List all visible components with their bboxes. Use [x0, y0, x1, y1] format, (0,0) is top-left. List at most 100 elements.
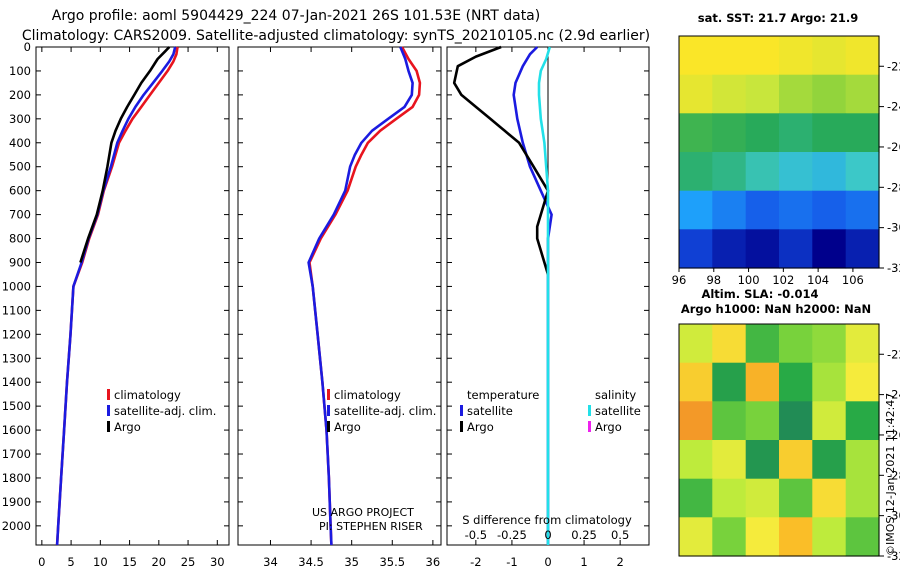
heatmap-cell — [812, 478, 847, 518]
heatmap-cell — [679, 517, 713, 557]
depth-tick-label: 500 — [9, 160, 31, 174]
heatmap-cell — [679, 152, 713, 192]
x-tick-label: 10 — [93, 555, 108, 569]
legend-temp-satellite-swatch — [460, 405, 463, 416]
legend-temp-argo-swatch — [460, 421, 463, 432]
depth-tick-label: 800 — [9, 232, 31, 246]
heatmap-cell — [812, 190, 847, 230]
heatmap-cell — [712, 362, 747, 402]
heatmap-cell — [712, 401, 747, 441]
temperature-panel: 0100200300400500600700800900100011001200… — [2, 40, 230, 569]
depth-tick-label: 1700 — [2, 447, 31, 461]
x-tick-label: 5 — [67, 555, 74, 569]
sst-map: -22 -24 -26 -28 -30 -32 96 98 100 102 104 106 — [672, 35, 900, 287]
x-tick-label: 25 — [181, 555, 196, 569]
lon-tick-label: 106 — [842, 273, 864, 287]
heatmap-cell — [845, 478, 880, 518]
lat-tick-label: -32 — [887, 261, 900, 275]
legend-temp-satellite-label: satellite — [467, 404, 513, 418]
lon-tick-label: 96 — [672, 273, 687, 287]
salinity-panel: 34 34.5 35 35.5 36 — [237, 46, 442, 569]
series-line-climatology — [55, 46, 179, 546]
heatmap-cell — [812, 229, 847, 269]
heatmap-cell — [712, 36, 747, 76]
legend-argo-swatch — [327, 421, 330, 432]
heatmap-cell — [812, 36, 847, 76]
x-tick-label: 1 — [580, 555, 587, 569]
depth-tick-label: 400 — [9, 136, 31, 150]
heatmap-cell — [845, 229, 880, 269]
x-tick-label: 0 — [544, 555, 551, 569]
series-line-temperature-satellite — [512, 46, 553, 545]
heatmap-cell — [679, 36, 713, 76]
heatmap-cell — [679, 190, 713, 230]
legend-sal-argo-label: Argo — [595, 420, 622, 434]
heatmap-cell — [745, 478, 780, 518]
heatmap-cell — [679, 229, 713, 269]
heatmap-cell — [812, 440, 847, 480]
legend-temp-argo-label: Argo — [467, 420, 494, 434]
figure-title-line2: Climatology: CARS2009. Satellite-adjuste… — [22, 28, 650, 44]
salinity-diff-tick-label: 0.5 — [611, 528, 629, 542]
depth-tick-label: 1400 — [2, 375, 31, 389]
lat-tick-label: -24 — [887, 100, 900, 114]
heatmap-cell — [845, 517, 880, 557]
heatmap-cell — [779, 478, 813, 518]
lon-tick-label: 98 — [706, 273, 721, 287]
x-tick-label: 35.5 — [379, 555, 405, 569]
heatmap-cell — [679, 74, 713, 114]
depth-tick-label: 1000 — [2, 279, 31, 293]
sst-map-title: sat. SST: 21.7 Argo: 21.9 — [698, 11, 858, 25]
legend-salinity-header: salinity — [595, 388, 636, 402]
heatmap-cell — [779, 74, 813, 114]
depth-tick-label: 0 — [24, 40, 31, 54]
heatmap-cell — [845, 362, 880, 402]
legend-climatology-label: climatology — [334, 388, 401, 402]
sla-map: -22 -24 -26 -28 -30 -32 — [678, 323, 900, 563]
depth-tick-label: 1300 — [2, 351, 31, 365]
series-line-satellite-adj-clim — [307, 46, 414, 546]
x-tick-label: -2 — [470, 555, 481, 569]
heatmap-cell — [679, 113, 713, 153]
imos-credit: ©IMOS 12-Jan-2021 11:42:47 — [884, 393, 897, 556]
lon-tick-label: 102 — [772, 273, 794, 287]
heatmap-cell — [779, 113, 813, 153]
heatmap-cell — [812, 362, 847, 402]
heatmap-cell — [712, 440, 747, 480]
heatmap-cell — [712, 517, 747, 557]
heatmap-cell — [745, 190, 780, 230]
salinity-difference-ticks: -0.5 -0.25 0 0.25 0.5 — [465, 528, 630, 542]
heatmap-cell — [745, 362, 780, 402]
depth-tick-label: 1200 — [2, 327, 31, 341]
x-tick-label: 20 — [151, 555, 166, 569]
heatmap-cell — [845, 36, 880, 76]
lat-tick-label: -32 — [887, 549, 900, 563]
depth-tick-label: 700 — [9, 208, 31, 222]
heatmap-cell — [845, 190, 880, 230]
heatmap-cell — [679, 440, 713, 480]
heatmap-cell — [745, 152, 780, 192]
lat-tick-label: -28 — [887, 468, 900, 482]
heatmap-cell — [745, 36, 780, 76]
heatmap-cell — [779, 362, 813, 402]
lon-tick-label: 100 — [738, 273, 760, 287]
lat-tick-label: -30 — [887, 221, 900, 235]
heatmap-cell — [779, 229, 813, 269]
series-line-satellite-adj-clim — [55, 46, 177, 546]
x-tick-label: 34.5 — [298, 555, 324, 569]
salinity-diff-tick-label: -0.25 — [497, 528, 527, 542]
heatmap-cell — [745, 324, 780, 364]
heatmap-cell — [712, 74, 747, 114]
legend-sal-satellite-label: satellite — [595, 404, 641, 418]
map-frame — [678, 35, 880, 269]
heatmap-cell — [779, 324, 813, 364]
lat-tick-label: -26 — [887, 428, 900, 442]
x-tick-label: 34 — [263, 555, 278, 569]
heatmap-cell — [745, 517, 780, 557]
series-line-temperature-argo — [452, 45, 550, 275]
heatmap-cell — [812, 401, 847, 441]
legend-argo-label: Argo — [334, 420, 361, 434]
heatmap-cell — [845, 440, 880, 480]
legend-sal-argo-swatch — [588, 421, 591, 432]
